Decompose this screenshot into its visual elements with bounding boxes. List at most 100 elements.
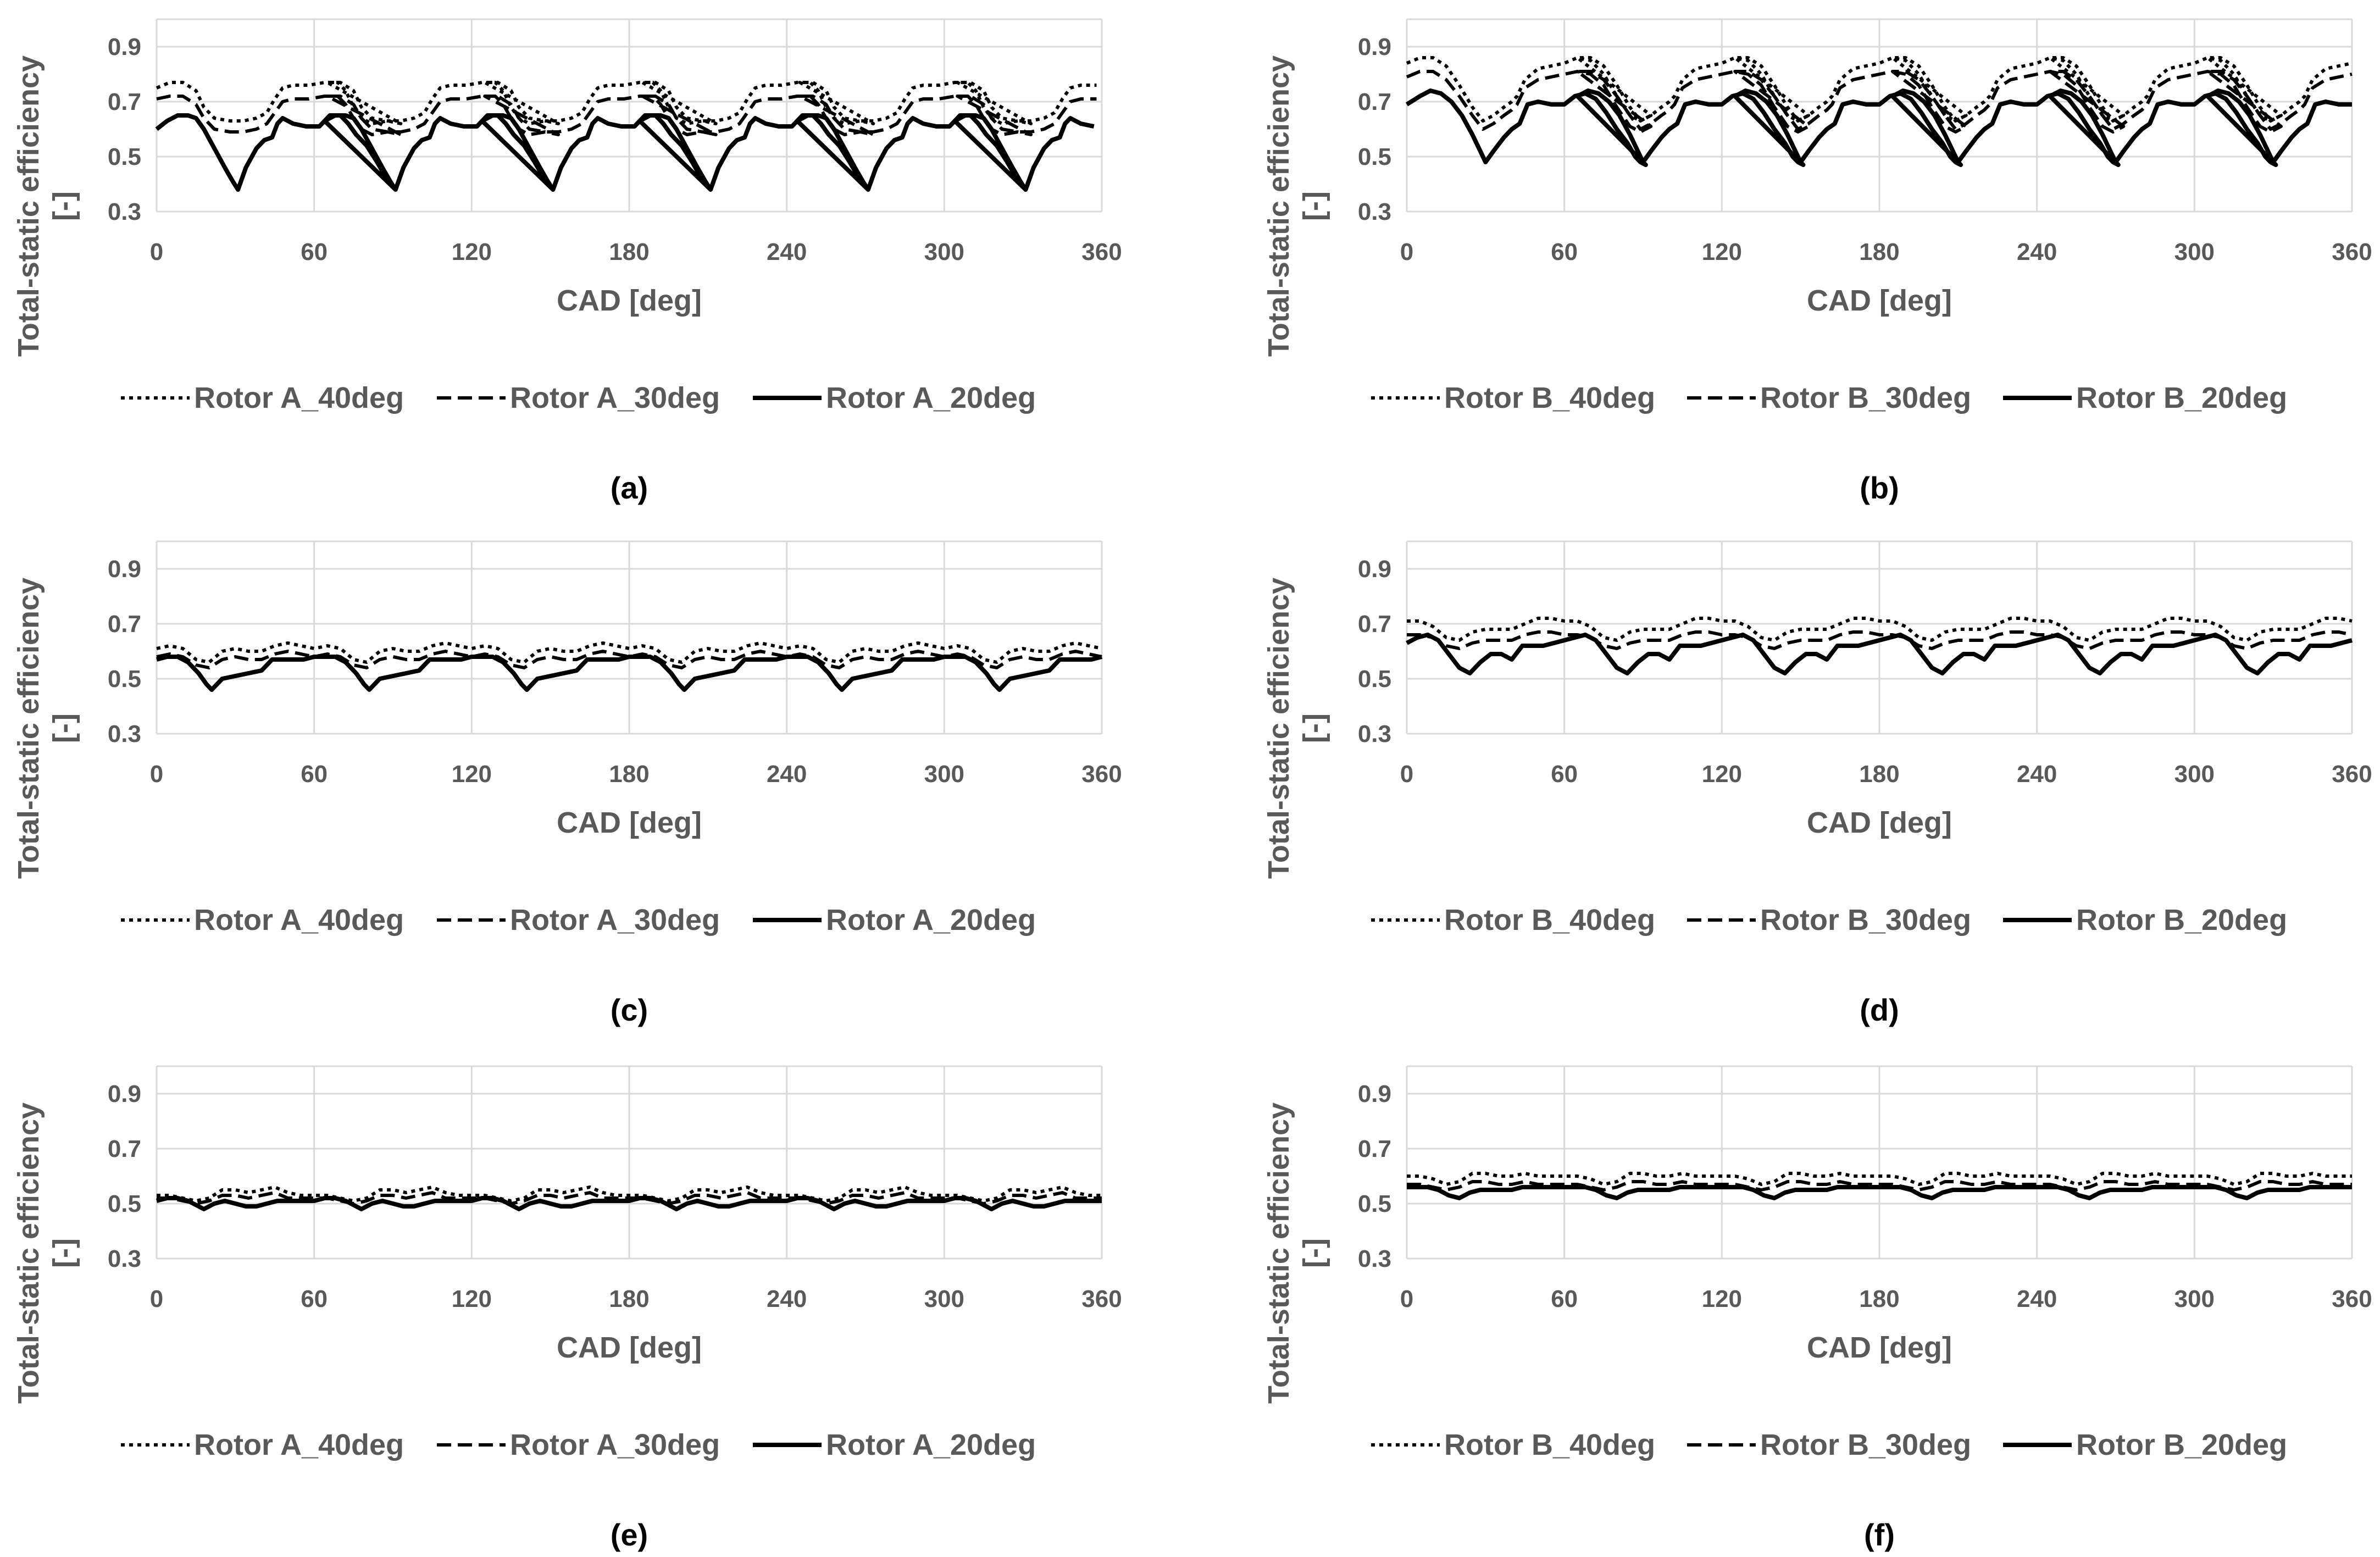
- x-tick-label: 300: [924, 239, 964, 265]
- series-line-rotor-b_40deg: [1407, 1172, 2352, 1186]
- y-tick-label: 0.9: [1358, 1081, 1391, 1107]
- y-tick-label: 0.3: [108, 1245, 141, 1272]
- y-axis-title: Total-static efficiency[-]: [12, 578, 80, 879]
- x-tick-label: 240: [2017, 239, 2057, 265]
- y-tick-label: 0.3: [108, 721, 141, 747]
- x-tick-label: 120: [1702, 239, 1742, 265]
- x-tick-label: 120: [452, 239, 492, 265]
- x-tick-label: 60: [1551, 239, 1578, 265]
- x-tick-label: 360: [2332, 1286, 2372, 1312]
- panel-label: (e): [611, 1517, 648, 1552]
- y-axis-title: Total-static efficiency[-]: [12, 1102, 80, 1404]
- legend-label: Rotor B_20deg: [2076, 904, 2287, 937]
- series-line-rotor-a_30deg: [157, 1191, 1102, 1205]
- panel-label: (a): [611, 470, 648, 505]
- x-tick-label: 120: [1702, 761, 1742, 788]
- x-tick-label: 300: [2174, 761, 2215, 788]
- legend-label: Rotor A_40deg: [194, 1428, 404, 1461]
- y-tick-label: 0.9: [108, 34, 141, 60]
- series-line-rotor-b_40deg: [1406, 56, 2353, 123]
- x-tick-label: 60: [301, 239, 328, 265]
- x-tick-label: 240: [767, 239, 807, 265]
- x-tick-label: 180: [609, 239, 649, 265]
- series-line-rotor-a_40deg: [157, 1185, 1102, 1203]
- x-tick-label: 180: [609, 1286, 649, 1312]
- x-tick-label: 0: [1400, 1286, 1413, 1312]
- y-tick-label: 0.3: [1358, 721, 1391, 747]
- x-tick-label: 360: [1081, 761, 1122, 788]
- x-tick-label: 180: [1859, 239, 1899, 265]
- x-tick-label: 360: [1081, 239, 1122, 265]
- x-tick-label: 0: [150, 1286, 163, 1312]
- x-axis-title: CAD [deg]: [557, 284, 702, 317]
- panel-label: (b): [1860, 470, 1899, 505]
- series-line-rotor-a_20deg: [155, 113, 1095, 192]
- legend-label: Rotor B_30deg: [1760, 381, 1971, 414]
- y-tick-label: 0.7: [108, 88, 141, 115]
- y-tick-label: 0.7: [1358, 1135, 1391, 1162]
- series-line-rotor-b_30deg: [1406, 70, 2353, 134]
- series-line-rotor-b_20deg: [1406, 633, 2353, 675]
- y-tick-label: 0.9: [1358, 34, 1391, 60]
- x-tick-label: 60: [301, 761, 328, 788]
- x-tick-label: 180: [609, 761, 649, 788]
- x-axis-title: CAD [deg]: [1807, 806, 1952, 839]
- y-tick-label: 0.9: [1358, 556, 1391, 583]
- chart-panel-a: 0.3 0.5 0.7 0.9 0 60 120 180 240 300 360 CAD [deg] T…: [12, 18, 1122, 505]
- legend-label: Rotor A_30deg: [510, 381, 720, 414]
- series-line-rotor-b_30deg: [1407, 1180, 2352, 1192]
- y-axis-title: Total-static efficiency[-]: [1262, 1102, 1330, 1404]
- y-tick-label: 0.9: [108, 556, 141, 583]
- legend-label: Rotor B_40deg: [1444, 381, 1655, 414]
- y-tick-label: 0.3: [1358, 1245, 1391, 1272]
- x-tick-label: 180: [1859, 761, 1899, 788]
- chart-panel-d: 0.3 0.5 0.7 0.9 0 60 120 180 240 300 360 CAD [deg] T…: [1262, 540, 2372, 1027]
- x-tick-label: 300: [2174, 239, 2215, 265]
- y-tick-label: 0.7: [108, 1135, 141, 1162]
- x-tick-label: 300: [2174, 1286, 2215, 1312]
- panel-label: (c): [611, 993, 648, 1027]
- x-tick-label: 360: [2332, 761, 2372, 788]
- legend-label: Rotor B_40deg: [1444, 904, 1655, 937]
- x-tick-label: 0: [150, 761, 163, 788]
- x-tick-label: 120: [1702, 1286, 1742, 1312]
- y-tick-label: 0.9: [108, 1081, 141, 1107]
- chart-panel-e: 0.3 0.5 0.7 0.9 0 60 120 180 240 300 360 CAD [deg] T…: [12, 1065, 1122, 1552]
- y-axis-title: Total-static efficiency[-]: [1262, 578, 1330, 879]
- x-tick-label: 0: [1400, 761, 1413, 788]
- series-line-rotor-a_40deg: [156, 641, 1102, 664]
- legend-label: Rotor A_20deg: [826, 381, 1036, 414]
- series-line-rotor-a_20deg: [156, 1196, 1102, 1211]
- x-tick-label: 360: [1081, 1286, 1122, 1312]
- legend-label: Rotor B_40deg: [1444, 1428, 1655, 1461]
- x-tick-label: 0: [1400, 239, 1413, 265]
- x-axis-title: CAD [deg]: [557, 806, 702, 839]
- x-tick-label: 240: [767, 761, 807, 788]
- panel-label: (f): [1864, 1517, 1895, 1552]
- panel-label: (d): [1860, 993, 1899, 1027]
- legend-label: Rotor A_40deg: [194, 381, 404, 414]
- y-axis-title: Total-static efficiency[-]: [12, 56, 80, 357]
- x-tick-label: 60: [1551, 761, 1578, 788]
- x-tick-label: 240: [2017, 1286, 2057, 1312]
- legend-label: Rotor A_20deg: [826, 1428, 1036, 1461]
- series-line-rotor-a_40deg: [156, 81, 1097, 125]
- chart-panel-f: 0.3 0.5 0.7 0.9 0 60 120 180 240 300 360 CAD [deg] T…: [1262, 1065, 2372, 1552]
- legend-label: Rotor A_20deg: [826, 904, 1036, 937]
- y-tick-label: 0.7: [1358, 611, 1391, 638]
- x-tick-label: 180: [1859, 1286, 1899, 1312]
- y-tick-label: 0.5: [1358, 666, 1391, 692]
- series-line-rotor-b_20deg: [1407, 1185, 2352, 1200]
- x-axis-title: CAD [deg]: [1807, 1331, 1952, 1364]
- legend-label: Rotor B_20deg: [2076, 1428, 2287, 1461]
- x-axis-title: CAD [deg]: [557, 1331, 702, 1364]
- y-tick-label: 0.5: [108, 143, 141, 170]
- x-tick-label: 60: [301, 1286, 328, 1312]
- chart-panel-b: 0.3 0.5 0.7 0.9 0 60 120 180 240 300 360 CAD [deg] T…: [1262, 18, 2372, 505]
- y-tick-label: 0.5: [108, 666, 141, 692]
- x-tick-label: 120: [452, 761, 492, 788]
- x-tick-label: 60: [1551, 1286, 1578, 1312]
- x-tick-label: 360: [2332, 239, 2372, 265]
- y-tick-label: 0.5: [1358, 143, 1391, 170]
